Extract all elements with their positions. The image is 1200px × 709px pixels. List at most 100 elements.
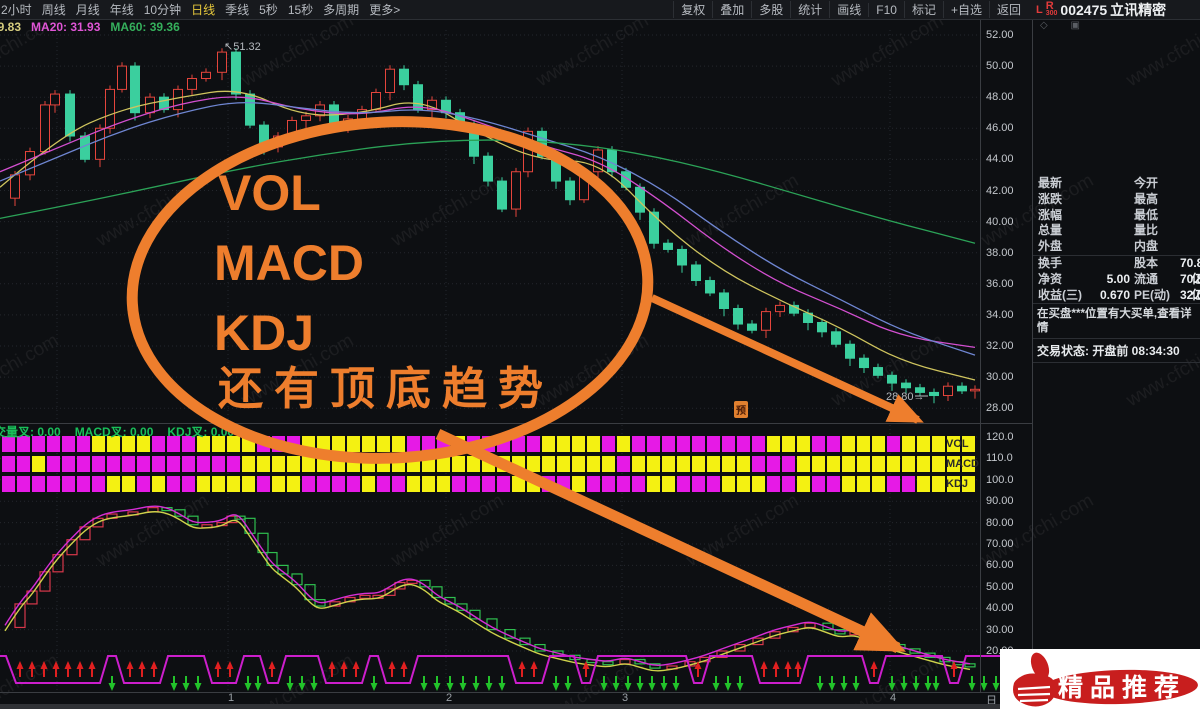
signal-cell xyxy=(302,456,315,472)
tool-item-5[interactable]: F10 xyxy=(868,2,904,17)
signal-cell xyxy=(362,456,375,472)
sell-arrow-icon xyxy=(485,683,493,691)
indicator-tick: 60.00 xyxy=(986,559,1014,572)
signal-cell xyxy=(392,436,405,452)
kdj-candle xyxy=(634,658,646,665)
price-tick: 44.00 xyxy=(986,153,1014,166)
tool-item-3[interactable]: 统计 xyxy=(790,1,829,18)
signal-grid-label-vol: VOL xyxy=(946,438,969,450)
signal-cell xyxy=(47,436,60,452)
signal-cell xyxy=(932,456,945,472)
signal-cell xyxy=(527,456,540,472)
signal-cell xyxy=(77,456,90,472)
big-order-alert[interactable]: 在买盘***位置有大买单,查看详情 xyxy=(1033,303,1200,340)
sell-arrow-icon xyxy=(498,683,506,691)
candle-body xyxy=(565,180,575,201)
candle-body xyxy=(217,51,227,73)
quote-label: PE(动) xyxy=(1134,287,1171,302)
tool-item-1[interactable]: 叠加 xyxy=(712,1,751,18)
sell-arrow-icon xyxy=(420,683,428,691)
signal-cell xyxy=(602,476,615,492)
kdj-candle xyxy=(964,663,976,668)
candle-body xyxy=(343,118,353,126)
buy-arrow-icon xyxy=(28,661,36,669)
period-item-8[interactable]: 15秒 xyxy=(287,3,314,17)
tool-item-4[interactable]: 画线 xyxy=(829,1,868,18)
period-item-0[interactable]: 2小时 xyxy=(1,3,32,17)
signal-cell xyxy=(737,456,750,472)
price-tick: 30.00 xyxy=(986,371,1014,384)
period-item-3[interactable]: 年线 xyxy=(109,3,134,17)
sell-arrow-icon xyxy=(840,683,848,691)
signal-cell xyxy=(887,476,900,492)
alert-badge[interactable]: 预 xyxy=(734,401,748,418)
period-item-2[interactable]: 月线 xyxy=(75,3,100,17)
signal-cell xyxy=(767,436,780,452)
candle-body xyxy=(231,51,241,95)
quote-row-b-2: 收益(三) 0.670 PE(动) 32.0 xyxy=(1033,288,1200,304)
buy-arrow-icon xyxy=(530,661,538,669)
kdj-candle xyxy=(939,656,951,663)
tool-item-0[interactable]: 复权 xyxy=(673,1,712,18)
signal-cell xyxy=(947,456,960,472)
signal-cell xyxy=(527,476,540,492)
quote-value xyxy=(1180,239,1195,255)
signal-cell xyxy=(797,476,810,492)
buy-arrow-icon xyxy=(16,661,24,669)
kdj-candle xyxy=(79,526,91,541)
candle-body xyxy=(497,180,507,210)
signal-cell xyxy=(212,476,225,492)
period-item-4[interactable]: 10分钟 xyxy=(143,3,182,17)
period-item-7[interactable]: 5秒 xyxy=(259,3,278,17)
signal-cell xyxy=(302,476,315,492)
quote-row-a-1: 涨跌 最高 xyxy=(1033,192,1200,208)
signal-cell xyxy=(902,476,915,492)
mini-toolbar-icons[interactable]: ◇ ▣ xyxy=(1040,20,1090,31)
sell-arrow-icon xyxy=(660,683,668,691)
tool-item-8[interactable]: 返回 xyxy=(988,1,1028,18)
signal-cell xyxy=(932,436,945,452)
tool-item-6[interactable]: 标记 xyxy=(903,1,943,18)
period-item-10[interactable]: 更多> xyxy=(369,3,401,17)
signal-cell xyxy=(332,476,345,492)
tool-item-2[interactable]: 多股 xyxy=(751,1,790,18)
sell-arrow-icon xyxy=(992,683,1000,691)
kdj-candle xyxy=(277,564,289,575)
candle-body xyxy=(483,155,493,182)
buy-arrow-icon xyxy=(340,661,348,669)
signal-cell xyxy=(782,476,795,492)
signal-cell xyxy=(392,456,405,472)
top-toolbar: 2小时 周线 月线 年线 10分钟 日线 季线 5秒 15秒 多周期 更多> 复权 叠加 多股 统计 画线 F… xyxy=(0,0,1200,20)
price-tick: 48.00 xyxy=(986,91,1014,104)
quote-row-a-2: 涨幅 最低 xyxy=(1033,208,1200,224)
period-item-6[interactable]: 季线 xyxy=(225,3,250,17)
signal-cell xyxy=(947,436,960,452)
tool-item-7[interactable]: +自选 xyxy=(942,1,989,18)
quote-row-b-0: 换手 股本 70.8亿 xyxy=(1033,256,1200,286)
signal-cell xyxy=(962,456,975,472)
ma-info-line: 29.83 MA20: 31.93 MA60: 39.36 xyxy=(0,20,190,34)
candle-body xyxy=(273,135,283,148)
candle-body xyxy=(957,385,967,392)
sell-arrow-icon xyxy=(888,683,896,691)
buy-arrow-icon xyxy=(400,661,408,669)
sell-arrow-icon xyxy=(244,683,252,691)
indicator-header-item-1: MACD叉: 0.00 xyxy=(74,425,154,439)
sell-arrow-icon xyxy=(170,683,178,691)
signal-cell xyxy=(542,436,555,452)
buy-arrow-icon xyxy=(582,661,590,669)
signal-cell xyxy=(362,436,375,452)
quote-value: 5.00 xyxy=(1106,271,1130,286)
indicator-tick: 120.0 xyxy=(986,431,1014,443)
period-item-5[interactable]: 日线 xyxy=(191,3,216,17)
signal-cell xyxy=(77,436,90,452)
period-item-9[interactable]: 多周期 xyxy=(323,3,360,17)
period-item-1[interactable]: 周线 xyxy=(41,3,66,17)
annotation-text-macd: MACD xyxy=(214,235,364,291)
signal-cell xyxy=(332,436,345,452)
candle-body xyxy=(845,343,855,359)
sell-arrow-icon xyxy=(816,683,824,691)
candle-body xyxy=(145,96,155,114)
